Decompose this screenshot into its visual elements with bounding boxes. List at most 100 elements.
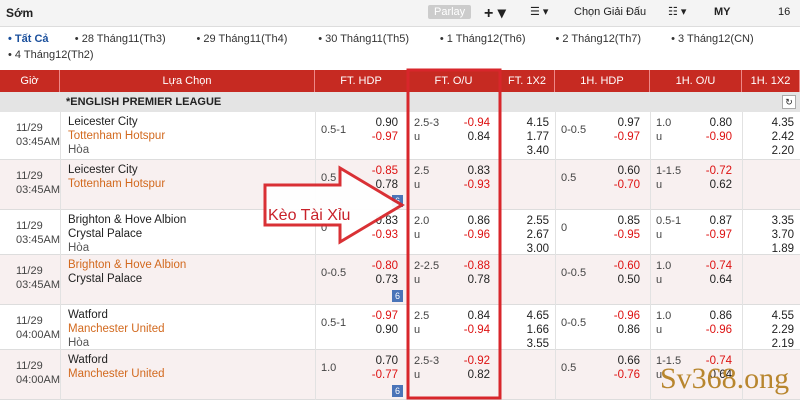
odds-1x2[interactable]: 3.55 bbox=[526, 338, 549, 350]
odds[interactable]: 0.84 bbox=[467, 310, 490, 322]
odds[interactable]: 0.86 bbox=[617, 324, 640, 336]
odds[interactable]: -0.95 bbox=[613, 229, 640, 241]
odds[interactable]: 0.86 bbox=[467, 215, 490, 227]
odds-1x2[interactable]: 1.89 bbox=[771, 243, 794, 255]
odds[interactable]: -0.96 bbox=[613, 310, 640, 322]
odds[interactable]: 0.90 bbox=[375, 117, 398, 129]
match-time: 03:45AM bbox=[16, 136, 61, 148]
odds[interactable]: 0.84 bbox=[467, 131, 490, 143]
odds-1x2[interactable]: 4.35 bbox=[771, 117, 794, 129]
league-name: *ENGLISH PREMIER LEAGUE bbox=[66, 96, 222, 108]
odds[interactable]: 0.86 bbox=[709, 310, 732, 322]
odds[interactable]: -0.94 bbox=[463, 324, 490, 336]
odds[interactable]: -0.97 bbox=[705, 229, 732, 241]
odds[interactable]: 0.62 bbox=[709, 179, 732, 191]
odds-1x2[interactable]: 2.67 bbox=[526, 229, 549, 241]
odds[interactable]: 0.80 bbox=[709, 117, 732, 129]
odds[interactable]: -0.88 bbox=[463, 260, 490, 272]
odds-1x2[interactable]: 2.42 bbox=[771, 131, 794, 143]
more-button[interactable]: 6 bbox=[392, 385, 404, 397]
odds[interactable]: -0.97 bbox=[613, 131, 640, 143]
under-label: u bbox=[414, 179, 421, 191]
odds-1x2[interactable]: 3.40 bbox=[526, 145, 549, 157]
odds[interactable]: -0.97 bbox=[371, 131, 398, 143]
odds[interactable]: -0.96 bbox=[705, 324, 732, 336]
under-label: u bbox=[656, 179, 663, 191]
under-label: u bbox=[414, 229, 421, 241]
odds-1x2[interactable]: 2.55 bbox=[526, 215, 549, 227]
odds-1x2[interactable]: 4.55 bbox=[771, 310, 794, 322]
team-name: Brighton & Hove Albion bbox=[68, 259, 187, 271]
odds-type[interactable]: MY bbox=[714, 6, 731, 18]
odds[interactable]: -0.72 bbox=[705, 165, 732, 177]
odds-1x2[interactable]: 3.70 bbox=[771, 229, 794, 241]
handicap-line: 2.5-3 bbox=[414, 117, 440, 129]
match-time: 11/29 bbox=[16, 170, 43, 182]
odds[interactable]: 0.78 bbox=[467, 274, 490, 286]
handicap-line: 0 bbox=[321, 222, 328, 234]
odds[interactable]: -0.97 bbox=[371, 310, 398, 322]
date-tab[interactable]: • 1 Tháng12(Th6) bbox=[439, 33, 526, 45]
odds[interactable]: 0.64 bbox=[709, 369, 732, 381]
odds-1x2[interactable]: 1.77 bbox=[526, 131, 549, 143]
odds[interactable]: -0.70 bbox=[613, 179, 640, 191]
odds[interactable]: -0.60 bbox=[613, 260, 640, 272]
team-name: Manchester United bbox=[68, 368, 165, 380]
odds[interactable]: -0.77 bbox=[371, 369, 398, 381]
odds[interactable]: 0.70 bbox=[375, 355, 398, 367]
odds-1x2[interactable]: 2.20 bbox=[771, 145, 794, 157]
odds[interactable]: 0.73 bbox=[375, 274, 398, 286]
odds[interactable]: -0.74 bbox=[705, 260, 732, 272]
odds-1x2[interactable]: 1.66 bbox=[526, 324, 549, 336]
odds[interactable]: -0.94 bbox=[463, 117, 490, 129]
odds[interactable]: -0.92 bbox=[463, 355, 490, 367]
row-bg bbox=[0, 210, 800, 255]
parlay-button[interactable]: Parlay bbox=[428, 5, 472, 19]
odds[interactable]: -0.90 bbox=[705, 131, 732, 143]
league-select[interactable]: Chọn Giải Đấu bbox=[574, 6, 647, 18]
add-icon[interactable]: + ▾ bbox=[484, 5, 506, 22]
cell-divider bbox=[60, 210, 61, 255]
date-tab[interactable]: • 4 Tháng12(Th2) bbox=[8, 49, 94, 61]
odds-1x2[interactable]: 4.15 bbox=[526, 117, 549, 129]
more-button[interactable]: 6 bbox=[392, 290, 404, 302]
odds[interactable]: -0.80 bbox=[371, 260, 398, 272]
odds-1x2[interactable]: 2.19 bbox=[771, 338, 794, 350]
date-tab[interactable]: • 30 Tháng11(Th5) bbox=[318, 33, 410, 45]
odds[interactable]: 0.64 bbox=[709, 274, 732, 286]
league-row bbox=[0, 92, 800, 112]
odds[interactable]: -0.93 bbox=[463, 179, 490, 191]
odds[interactable]: 0.83 bbox=[467, 165, 490, 177]
odds-1x2[interactable]: 3.00 bbox=[526, 243, 549, 255]
odds[interactable]: -0.74 bbox=[705, 355, 732, 367]
odds[interactable]: -0.96 bbox=[463, 229, 490, 241]
date-tab[interactable]: • 28 Tháng11(Th3) bbox=[74, 33, 166, 45]
cell-divider bbox=[60, 160, 61, 210]
odds-1x2[interactable]: 4.65 bbox=[526, 310, 549, 322]
odds[interactable]: 0.78 bbox=[375, 179, 398, 191]
refresh-icon[interactable]: ↻ bbox=[782, 95, 796, 109]
odds[interactable]: 0.87 bbox=[709, 215, 732, 227]
sort-icon[interactable]: ☰ ▾ bbox=[530, 6, 549, 18]
view-icon[interactable]: ☷ ▾ bbox=[668, 6, 687, 18]
odds[interactable]: -0.93 bbox=[371, 229, 398, 241]
odds[interactable]: 0.97 bbox=[617, 117, 640, 129]
odds[interactable]: 0.50 bbox=[617, 274, 640, 286]
odds-1x2[interactable]: 2.29 bbox=[771, 324, 794, 336]
odds[interactable]: 0.60 bbox=[617, 165, 640, 177]
under-label: u bbox=[656, 324, 663, 336]
odds[interactable]: 0.85 bbox=[617, 215, 640, 227]
odds[interactable]: 0.82 bbox=[467, 369, 490, 381]
cell-divider bbox=[60, 305, 61, 350]
odds-1x2[interactable]: 3.35 bbox=[771, 215, 794, 227]
date-tab[interactable]: • 3 Tháng12(CN) bbox=[671, 33, 754, 45]
odds[interactable]: -0.76 bbox=[613, 369, 640, 381]
date-tab[interactable]: • 29 Tháng11(Th4) bbox=[196, 33, 288, 45]
date-tab[interactable]: • 2 Tháng12(Th7) bbox=[555, 33, 642, 45]
cell-divider bbox=[315, 350, 316, 400]
odds[interactable]: 0.90 bbox=[375, 324, 398, 336]
date-tab[interactable]: • Tất Cả bbox=[8, 33, 49, 45]
odds[interactable]: -0.85 bbox=[371, 165, 398, 177]
odds[interactable]: 0.66 bbox=[617, 355, 640, 367]
